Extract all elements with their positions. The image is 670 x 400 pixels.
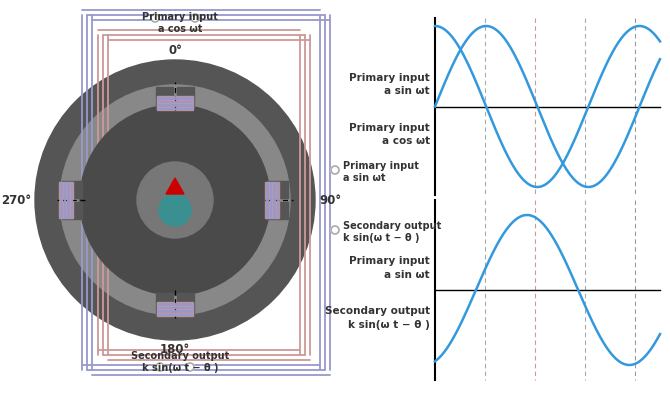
Text: Secondary output
k sin(ω t − θ ): Secondary output k sin(ω t − θ ): [131, 351, 229, 373]
Text: Secondary output
k sin(ω t − θ ): Secondary output k sin(ω t − θ ): [343, 221, 442, 243]
Bar: [157, 310, 193, 312]
Bar: [157, 108, 193, 109]
Bar: [157, 302, 193, 306]
Bar: [265, 182, 269, 218]
Bar: [62, 202, 82, 219]
Circle shape: [191, 14, 199, 22]
Bar: [269, 182, 271, 218]
Bar: [268, 202, 288, 219]
Bar: [269, 182, 272, 218]
Bar: [157, 103, 193, 106]
Bar: [177, 293, 194, 313]
Bar: [157, 312, 193, 316]
Bar: [157, 303, 193, 304]
Bar: [157, 106, 193, 110]
Polygon shape: [166, 178, 184, 194]
Bar: [67, 182, 68, 218]
Circle shape: [156, 363, 164, 371]
Bar: [60, 182, 62, 218]
Bar: [177, 87, 194, 107]
Text: Primary input
a sin ωt: Primary input a sin ωt: [349, 256, 430, 280]
Bar: [59, 182, 62, 218]
Bar: [70, 182, 73, 218]
Bar: [157, 314, 193, 315]
Circle shape: [331, 226, 339, 234]
Circle shape: [137, 162, 213, 238]
Bar: [157, 309, 193, 312]
Circle shape: [151, 14, 159, 22]
Text: 0°: 0°: [168, 44, 182, 57]
Bar: [157, 96, 193, 100]
Bar: [268, 181, 288, 198]
Bar: [156, 293, 173, 313]
Bar: [62, 181, 82, 198]
Bar: [157, 100, 193, 103]
Bar: [156, 87, 173, 107]
Bar: [70, 182, 72, 218]
Bar: [157, 306, 193, 308]
Circle shape: [331, 166, 339, 174]
Bar: [157, 97, 193, 98]
Text: Primary input
a sin ωt: Primary input a sin ωt: [349, 73, 430, 96]
Bar: [157, 104, 193, 106]
Text: 270°: 270°: [1, 194, 31, 206]
Text: Primary input
a sin ωt: Primary input a sin ωt: [343, 161, 419, 183]
Circle shape: [60, 85, 290, 315]
Bar: [273, 182, 275, 218]
Text: Primary input
a cos ωt: Primary input a cos ωt: [349, 123, 430, 146]
Bar: [266, 182, 267, 218]
Circle shape: [35, 60, 315, 340]
Bar: [66, 182, 70, 218]
Circle shape: [159, 194, 191, 226]
Bar: [157, 100, 193, 102]
Bar: [275, 182, 279, 218]
Text: Secondary output
k sin(ω t − θ ): Secondary output k sin(ω t − θ ): [325, 306, 430, 330]
Text: Primary input
a cos ωt: Primary input a cos ωt: [142, 12, 218, 34]
Bar: [64, 182, 65, 218]
Circle shape: [186, 363, 194, 371]
Bar: [62, 182, 66, 218]
Bar: [272, 182, 275, 218]
Bar: [277, 182, 278, 218]
Text: 90°: 90°: [319, 194, 341, 206]
Text: 180°: 180°: [160, 343, 190, 356]
Circle shape: [80, 105, 270, 295]
Bar: [157, 306, 193, 309]
